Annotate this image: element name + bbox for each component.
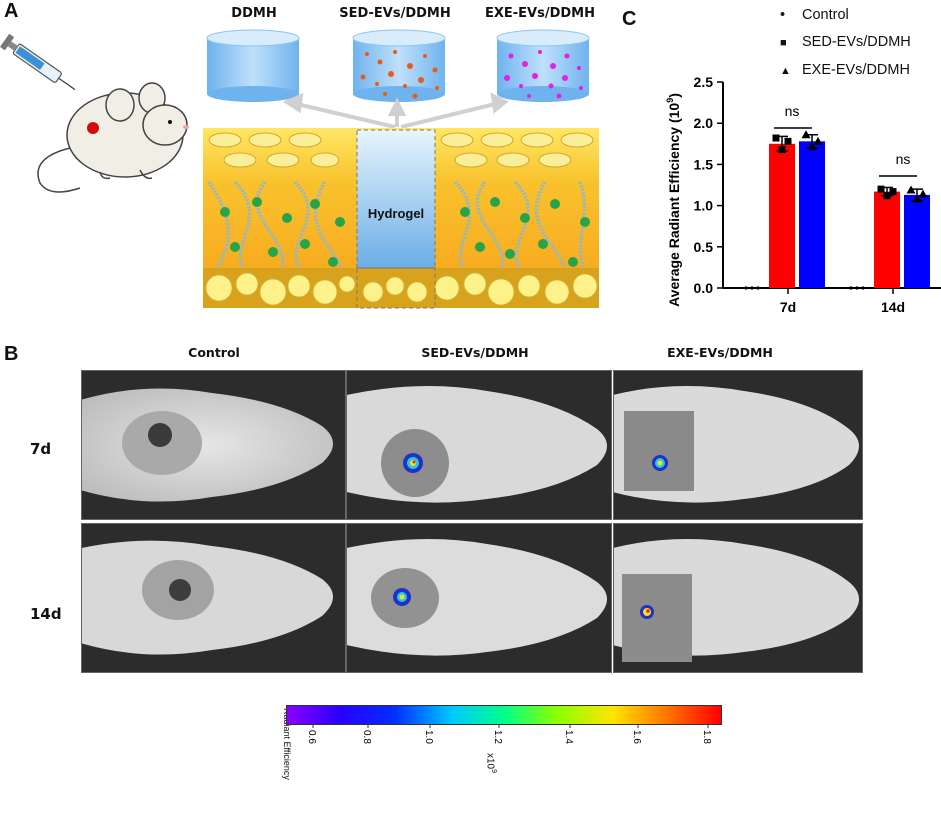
legend-item-sed: ■ SED-EVs/DDMH	[780, 29, 911, 57]
vial-label-sed: SED-EVs/DDMH	[339, 6, 451, 21]
legend-item-exe: ▲ EXE-EVs/DDMH	[780, 57, 911, 85]
column-header-exe: EXE-EVs/DDMH	[667, 345, 773, 360]
row-label-14d: 14d	[30, 605, 62, 623]
panel-a-letter: A	[4, 0, 19, 22]
data-point-exe	[912, 194, 922, 203]
data-point-sed	[883, 192, 891, 200]
colorbar-tick-label: 1.2	[492, 730, 503, 744]
significance-label-14d: ns	[896, 151, 911, 167]
x-tick-label: 14d	[881, 299, 905, 315]
data-point-control	[750, 286, 754, 290]
legend-marker-exe: ▲	[780, 65, 791, 77]
data-point-exe	[813, 136, 823, 145]
colorbar-ticks: 0.6 0.8 1.0 1.2 1.4 1.6 1.8	[306, 724, 712, 744]
y-tick-label: 2.5	[694, 74, 714, 90]
panel-c-letter: C	[622, 8, 637, 30]
vial-sed	[352, 29, 446, 102]
bar-sed-14d	[874, 191, 900, 288]
data-point-control	[744, 286, 748, 290]
image-sed-14d	[346, 523, 612, 673]
mouse-injection-illustration	[0, 33, 189, 193]
legend-label-control: Control	[802, 7, 849, 23]
data-point-exe	[807, 141, 817, 150]
colorbar-tick-label: 1.8	[701, 730, 712, 744]
colorbar-tick-label: 1.0	[423, 730, 434, 744]
data-point-control	[855, 286, 859, 290]
colorbar-multiplier-exp: 9	[490, 769, 497, 774]
data-point-exe	[918, 189, 928, 198]
y-tick-label: 1.5	[694, 156, 714, 172]
colorbar-tick-label: 0.8	[361, 730, 372, 744]
data-point-sed	[778, 146, 786, 154]
panel-b-letter: B	[4, 343, 19, 365]
data-point-control	[849, 286, 853, 290]
legend-marker-sed: ■	[780, 37, 787, 49]
data-point-control	[756, 286, 760, 290]
y-tick-label: 2.0	[694, 115, 714, 131]
colorbar-tick-label: 1.6	[631, 730, 642, 744]
image-control-14d	[81, 523, 346, 673]
column-header-sed: SED-EVs/DDMH	[421, 345, 529, 360]
y-axis-label: Average Radiant Efficiency (109)	[665, 93, 682, 307]
legend-marker-control: •	[780, 7, 786, 23]
legend-label-exe: EXE-EVs/DDMH	[802, 62, 910, 78]
image-exe-7d	[613, 370, 863, 520]
y-tick-label: 0.5	[694, 239, 714, 255]
radiant-efficiency-bar-chart: Average Radiant Efficiency (109) 0.0 0.5 1…	[665, 74, 941, 315]
bar-exe-14d	[904, 194, 930, 288]
vial-exe	[496, 29, 590, 102]
data-point-exe	[801, 130, 811, 139]
vial-label-exe: EXE-EVs/DDMH	[484, 6, 595, 21]
colorbar-multiplier: x109	[485, 753, 497, 773]
vial-label-ddmh: DDMH	[231, 6, 277, 21]
image-control-7d	[81, 370, 346, 520]
hydrogel-schematic: Hydrogel	[203, 29, 599, 309]
data-point-sed	[772, 134, 780, 142]
legend-label-sed: SED-EVs/DDMH	[802, 34, 911, 50]
image-sed-7d	[346, 370, 612, 520]
data-point-sed	[889, 188, 897, 196]
image-exe-14d	[613, 523, 863, 673]
colorbar-tick-label: 1.4	[563, 730, 574, 744]
bar-exe-7d	[799, 141, 825, 288]
y-tick-label: 0.0	[694, 280, 714, 296]
vial-ddmh	[206, 29, 300, 102]
data-point-control	[861, 286, 865, 290]
hydrogel-label: Hydrogel	[368, 206, 424, 221]
row-label-7d: 7d	[30, 440, 52, 458]
y-tick-label: 1.0	[694, 198, 714, 214]
colorbar	[286, 705, 722, 725]
significance-label-7d: ns	[785, 103, 800, 119]
data-point-exe	[906, 185, 916, 194]
data-point-sed	[784, 137, 792, 145]
colorbar-tick-label: 0.6	[306, 730, 317, 744]
x-tick-label: 7d	[780, 299, 796, 315]
column-header-control: Control	[188, 345, 240, 360]
data-point-sed	[877, 185, 885, 193]
bar-sed-7d	[769, 143, 795, 288]
legend-item-control: • Control	[780, 2, 911, 29]
colorbar-multiplier-base: x10	[484, 753, 496, 770]
chart-legend: • Control ■ SED-EVs/DDMH ▲ EXE-EVs/DDMH	[780, 2, 911, 85]
